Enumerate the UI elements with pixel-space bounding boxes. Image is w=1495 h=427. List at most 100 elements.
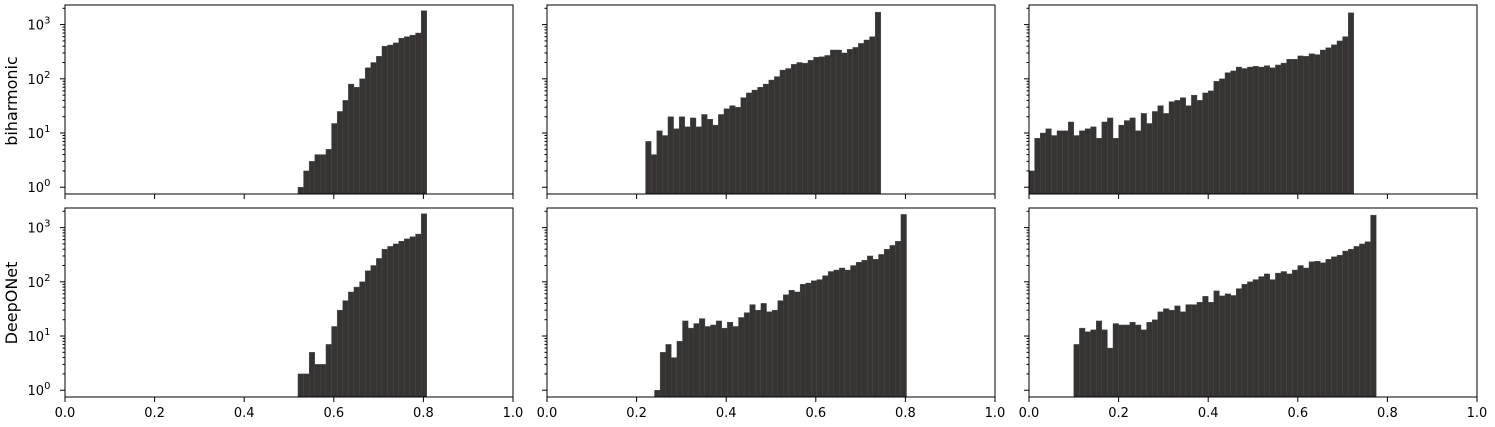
histogram-bar: [1258, 66, 1265, 195]
histogram-bar: [755, 309, 762, 398]
histogram-bar: [1151, 111, 1158, 195]
x-tick-label: 0.8: [1377, 406, 1398, 421]
y-tick-label: 101: [28, 327, 51, 345]
histogram-bar: [1314, 261, 1321, 398]
histogram-bar: [654, 390, 661, 398]
histogram-bar: [1168, 101, 1175, 195]
histogram-bar: [785, 68, 792, 195]
histogram-bar: [415, 233, 422, 398]
histogram-bar: [1213, 290, 1220, 398]
histogram-bar: [1247, 66, 1254, 195]
histogram-bar: [863, 39, 870, 195]
histogram-bar: [370, 265, 377, 398]
histogram-bar: [1297, 55, 1304, 195]
histogram-bar: [1336, 40, 1343, 195]
axes-frame: [546, 4, 996, 195]
histogram-bar: [1135, 130, 1142, 195]
histogram-bar: [1196, 100, 1203, 195]
histogram-bar: [766, 311, 773, 398]
histogram-bar: [308, 161, 315, 195]
x-tick-label: 0.0: [537, 406, 558, 421]
x-tick-label: 0.4: [716, 406, 737, 421]
x-tick-label: 0.4: [1198, 406, 1219, 421]
histogram-bar: [404, 36, 411, 195]
histogram-bar: [331, 123, 338, 195]
histogram-bar: [342, 300, 349, 398]
histogram-bar: [314, 364, 321, 398]
axes-frame: [1028, 4, 1478, 195]
histogram-bar: [790, 64, 797, 195]
histogram-bar: [1303, 56, 1310, 195]
histogram-panel-3: [1024, 4, 1478, 199]
histogram-bar: [701, 114, 708, 195]
histogram-bar: [1067, 121, 1074, 195]
histogram-bar: [1291, 59, 1298, 195]
histogram-bar: [336, 111, 343, 195]
histogram-panel-4: 0.0 0.2 0.4 0.6 0.8 1.0 100 101 102 103: [28, 207, 523, 421]
histogram-bar: [858, 43, 865, 195]
histogram-bar: [376, 258, 383, 398]
histogram-bar: [1157, 105, 1164, 195]
histogram-bar: [348, 83, 355, 195]
axes-frame: [1028, 207, 1478, 398]
histogram-bar: [816, 279, 823, 398]
histogram-bar: [771, 309, 778, 398]
histogram-bar: [818, 56, 825, 195]
histogram-bar: [1319, 262, 1326, 398]
histogram-bar: [353, 286, 360, 398]
histogram-bar: [667, 116, 674, 195]
histogram-bar: [1151, 319, 1158, 398]
histogram-bar: [768, 79, 775, 195]
histogram-bar: [802, 62, 809, 195]
x-tick-label: 0.2: [626, 406, 647, 421]
histogram-bar: [359, 78, 366, 195]
histogram-bar: [788, 290, 795, 398]
histogram-bar: [738, 317, 745, 398]
histogram-bar: [1146, 123, 1153, 195]
histogram-bar: [706, 118, 713, 195]
histogram-bar: [1331, 44, 1338, 195]
histogram-bar: [645, 141, 652, 195]
histogram-bar: [1224, 293, 1231, 398]
histogram-bar: [650, 154, 657, 195]
axes-frame: [546, 207, 996, 398]
x-tick-label: 0.6: [805, 406, 826, 421]
histogram-bar: [746, 92, 753, 195]
histogram-bar: [869, 36, 876, 195]
histogram-bar: [687, 327, 694, 398]
y-tick-label: 103: [28, 219, 51, 237]
histogram-bar: [392, 42, 399, 195]
histogram-bar: [415, 32, 422, 195]
histogram-bar: [1129, 321, 1136, 398]
histogram-bar: [1207, 302, 1214, 398]
histogram-bar: [297, 187, 304, 195]
histogram-bar: [867, 255, 874, 398]
histogram-bar: [1224, 72, 1231, 195]
histogram-bar: [1247, 281, 1254, 398]
histogram-bar: [895, 241, 902, 398]
histogram-bar: [729, 105, 736, 195]
histogram-bar: [1347, 248, 1354, 398]
histogram-bar: [1286, 59, 1293, 195]
x-tick-label: 0.0: [1019, 406, 1040, 421]
histogram-bar: [889, 245, 896, 398]
histogram-bar: [1146, 321, 1153, 398]
x-tick-label: 0.8: [413, 406, 434, 421]
histogram-bar: [852, 47, 859, 195]
histogram-bar: [1280, 271, 1287, 398]
histogram-bar: [1314, 54, 1321, 195]
histogram-bar: [1202, 92, 1209, 195]
histogram-bar: [320, 364, 327, 398]
histogram-bar: [900, 214, 907, 398]
histogram-bar: [693, 323, 700, 398]
histogram-bar: [822, 275, 829, 398]
histogram-bar: [1207, 90, 1214, 195]
histogram-bar: [774, 76, 781, 195]
histogram-bar: [409, 236, 416, 398]
histogram-bar: [1235, 288, 1242, 398]
histogram-bar: [833, 269, 840, 398]
histogram-bar: [392, 243, 399, 398]
histogram-bar: [314, 154, 321, 195]
